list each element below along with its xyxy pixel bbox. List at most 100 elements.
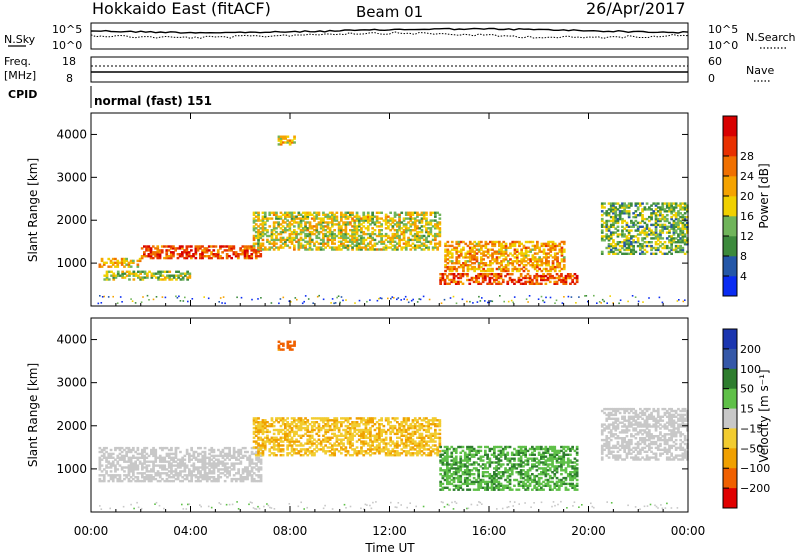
heatmap-cell: [444, 243, 447, 245]
heatmap-cell: [277, 233, 280, 235]
heatmap-cell: [295, 452, 298, 454]
heatmap-cell: [662, 302, 664, 304]
heatmap-cell: [313, 439, 316, 441]
heatmap-cell: [273, 433, 276, 435]
heatmap-cell: [231, 468, 234, 470]
heatmap-cell: [250, 245, 253, 247]
colorbar-swatch: [723, 116, 737, 136]
heatmap-cell: [473, 277, 476, 279]
heatmap-cell: [491, 262, 494, 264]
heatmap-cell: [342, 435, 345, 437]
heatmap-cell: [400, 429, 403, 431]
heatmap-cell: [345, 299, 347, 301]
heatmap-cell: [450, 473, 453, 475]
heatmap-cell: [635, 229, 638, 231]
heatmap-cell: [456, 303, 458, 305]
heatmap-cell: [641, 208, 644, 210]
heatmap-cell: [462, 483, 465, 485]
heatmap-cell: [146, 447, 149, 449]
heatmap-cell: [485, 254, 488, 256]
heatmap-cell: [289, 246, 292, 248]
heatmap-cell: [462, 463, 465, 465]
heatmap-cell: [466, 273, 469, 275]
heatmap-cell: [126, 275, 129, 277]
heatmap-cell: [473, 477, 476, 479]
heatmap-cell: [451, 252, 454, 254]
heatmap-cell: [306, 435, 309, 437]
heatmap-cell: [255, 212, 258, 214]
heatmap-cell: [652, 224, 655, 226]
heatmap-cell: [549, 241, 552, 243]
noise-left-tick-top: 10^5: [52, 23, 82, 36]
heatmap-cell: [380, 212, 383, 214]
heatmap-cell: [293, 245, 296, 247]
heatmap-cell: [659, 297, 661, 299]
heatmap-cell: [253, 478, 256, 480]
heatmap-cell: [383, 241, 386, 243]
heatmap-cell: [184, 459, 187, 461]
heatmap-cell: [664, 224, 667, 226]
heatmap-cell: [313, 421, 316, 423]
heatmap-cell: [125, 447, 128, 449]
heatmap-cell: [324, 214, 327, 216]
heatmap-cell: [349, 417, 352, 419]
heatmap-cell: [392, 296, 394, 298]
heatmap-cell: [336, 444, 339, 446]
heatmap-cell: [284, 423, 287, 425]
heatmap-cell: [112, 453, 115, 455]
heatmap-cell: [130, 298, 132, 300]
heatmap-cell: [125, 466, 128, 468]
heatmap-cell: [251, 299, 253, 301]
heatmap-cell: [561, 258, 564, 260]
heatmap-cell: [506, 273, 509, 275]
heatmap-cell: [121, 480, 124, 482]
heatmap-cell: [450, 452, 453, 454]
heatmap-cell: [121, 271, 124, 273]
heatmap-cell: [659, 218, 662, 220]
heatmap-cell: [313, 233, 316, 235]
heatmap-cell: [563, 296, 565, 298]
heatmap-cell: [320, 417, 323, 419]
heatmap-cell: [190, 249, 193, 251]
heatmap-cell: [637, 237, 640, 239]
heatmap-cell: [473, 481, 476, 483]
heatmap-cell: [467, 245, 470, 247]
heatmap-cell: [313, 212, 316, 214]
heatmap-cell: [466, 454, 469, 456]
colorbar-tick-label: 4: [740, 270, 747, 283]
heatmap-cell: [400, 239, 403, 241]
heatmap-cell: [554, 252, 557, 254]
heatmap-cell: [101, 258, 104, 260]
heatmap-cell: [387, 442, 390, 444]
heatmap-cell: [306, 419, 309, 421]
heatmap-cell: [208, 249, 211, 251]
heatmap-cell: [659, 245, 662, 247]
heatmap-cell: [155, 273, 158, 275]
heatmap-cell: [255, 223, 258, 225]
heatmap-cell: [394, 223, 397, 225]
heatmap-cell: [450, 483, 453, 485]
heatmap-cell: [251, 459, 254, 461]
heatmap-cell: [562, 302, 564, 304]
heatmap-cell: [306, 439, 309, 441]
heatmap-cell: [553, 281, 556, 283]
heatmap-cell: [563, 249, 566, 251]
heatmap-cell: [306, 425, 309, 427]
heatmap-cell: [536, 273, 539, 275]
heatmap-cell: [362, 212, 365, 214]
heatmap-cell: [641, 251, 644, 253]
heatmap-cell: [374, 239, 377, 241]
heatmap-cell: [462, 459, 465, 461]
heatmap-cell: [387, 241, 390, 243]
heatmap-cell: [166, 275, 169, 277]
heatmap-cell: [336, 223, 339, 225]
heatmap-cell: [306, 241, 309, 243]
heatmap-cell: [484, 300, 486, 302]
heatmap-cell: [527, 301, 529, 303]
heatmap-cell: [423, 296, 425, 298]
heatmap-cell: [137, 472, 140, 474]
heatmap-cell: [466, 465, 469, 467]
heatmap-cell: [336, 246, 339, 248]
heatmap-cell: [398, 297, 400, 299]
